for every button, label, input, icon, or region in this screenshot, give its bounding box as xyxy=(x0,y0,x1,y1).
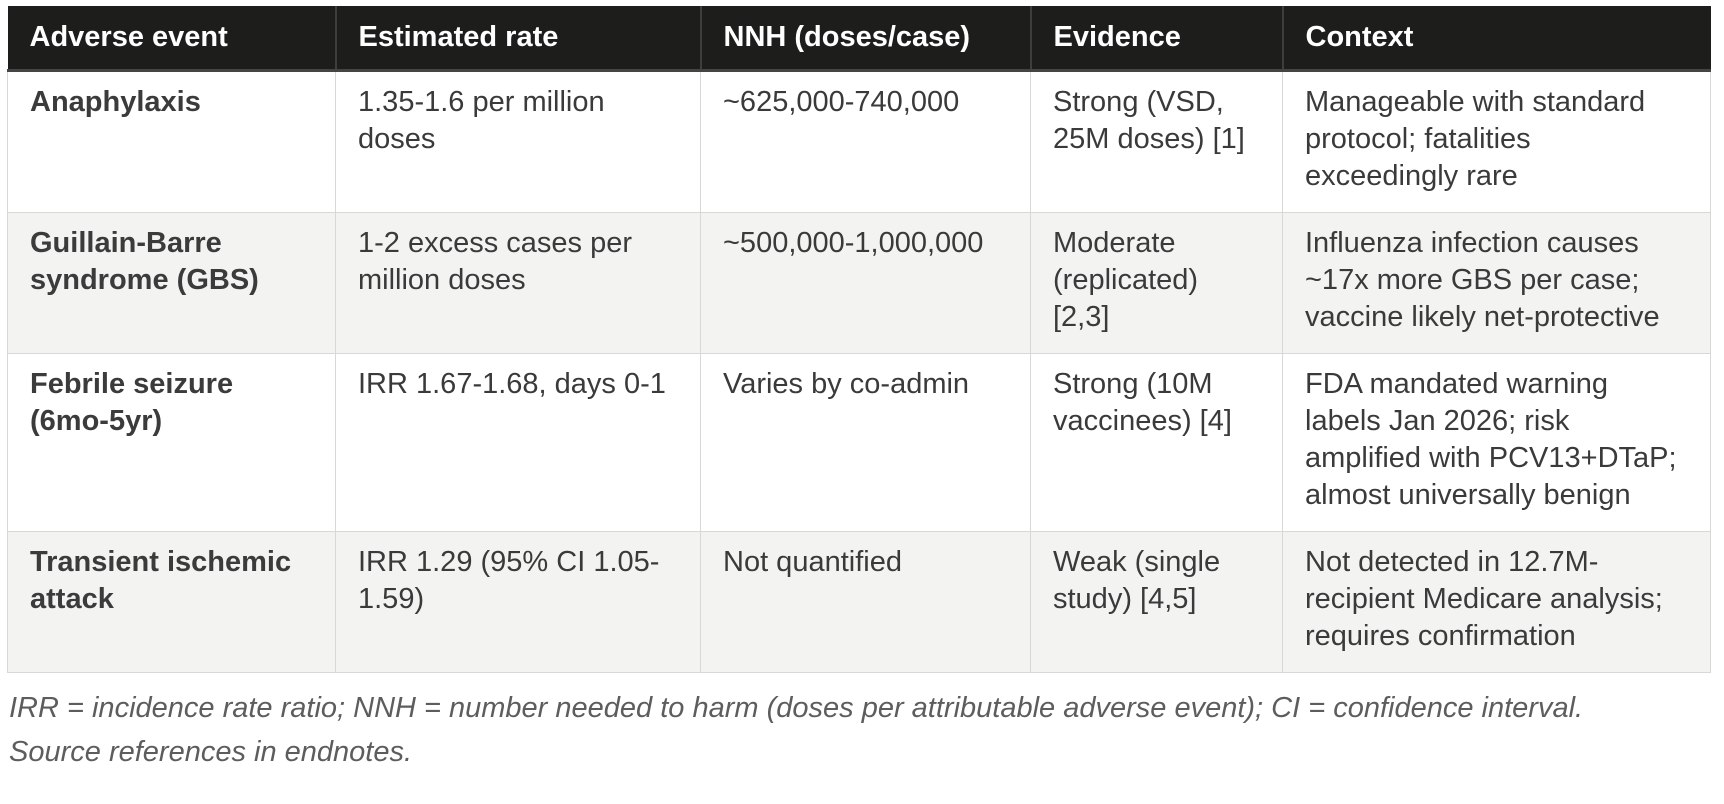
table-row-transient-ischemic-attack: Transient ischemic attack IRR 1.29 (95% … xyxy=(7,531,1711,673)
cell-event: Transient ischemic attack xyxy=(7,531,336,673)
cell-rate: IRR 1.67-1.68, days 0-1 xyxy=(335,353,701,532)
table-row-febrile-seizure: Febrile seizure (6mo-5yr) IRR 1.67-1.68,… xyxy=(7,353,1711,532)
column-header-adverse-event: Adverse event xyxy=(7,6,337,72)
cell-context: Manageable with standard protocol; fatal… xyxy=(1282,70,1711,213)
cell-evidence: Strong (10M vaccinees) [4] xyxy=(1030,353,1283,532)
cell-event: Anaphylaxis xyxy=(7,70,336,213)
cell-nnh: Not quantified xyxy=(700,531,1031,673)
column-header-estimated-rate: Estimated rate xyxy=(335,6,702,72)
cell-context: Not detected in 12.7M- recipient Medicar… xyxy=(1282,531,1711,673)
table-footnote: IRR = incidence rate ratio; NNH = number… xyxy=(9,686,1710,774)
cell-context: FDA mandated warning labels Jan 2026; ri… xyxy=(1282,353,1711,532)
footnote-source-note: Source references in endnotes. xyxy=(9,736,413,768)
cell-event: Guillain-Barre syndrome (GBS) xyxy=(7,212,336,354)
table-row-anaphylaxis: Anaphylaxis 1.35-1.6 per million doses ~… xyxy=(7,70,1711,213)
cell-event: Febrile seizure (6mo-5yr) xyxy=(7,353,336,532)
column-header-evidence: Evidence xyxy=(1030,6,1284,72)
cell-nnh: ~625,000-740,000 xyxy=(700,70,1031,213)
cell-nnh: ~500,000-1,000,000 xyxy=(700,212,1031,354)
column-header-nnh: NNH (doses/case) xyxy=(700,6,1032,72)
cell-rate: IRR 1.29 (95% CI 1.05- 1.59) xyxy=(335,531,701,673)
table-row-gbs: Guillain-Barre syndrome (GBS) 1-2 excess… xyxy=(7,212,1711,354)
table-header: Adverse event Estimated rate NNH (doses/… xyxy=(7,6,1711,72)
cell-rate: 1.35-1.6 per million doses xyxy=(335,70,701,213)
cell-evidence: Strong (VSD, 25M doses) [1] xyxy=(1030,70,1283,213)
table-body: Anaphylaxis 1.35-1.6 per million doses ~… xyxy=(7,70,1711,673)
column-header-context: Context xyxy=(1282,6,1711,72)
cell-evidence: Moderate (replicated) [2,3] xyxy=(1030,212,1283,354)
page: Adverse event Estimated rate NNH (doses/… xyxy=(7,6,1711,774)
cell-evidence: Weak (single study) [4,5] xyxy=(1030,531,1283,673)
cell-rate: 1-2 excess cases per million doses xyxy=(335,212,701,354)
footnote-abbreviations: IRR = incidence rate ratio; NNH = number… xyxy=(9,692,1584,724)
cell-context: Influenza infection causes ~17x more GBS… xyxy=(1282,212,1711,354)
header-row: Adverse event Estimated rate NNH (doses/… xyxy=(7,6,1711,72)
adverse-events-table: Adverse event Estimated rate NNH (doses/… xyxy=(7,6,1711,673)
cell-nnh: Varies by co-admin xyxy=(700,353,1031,532)
